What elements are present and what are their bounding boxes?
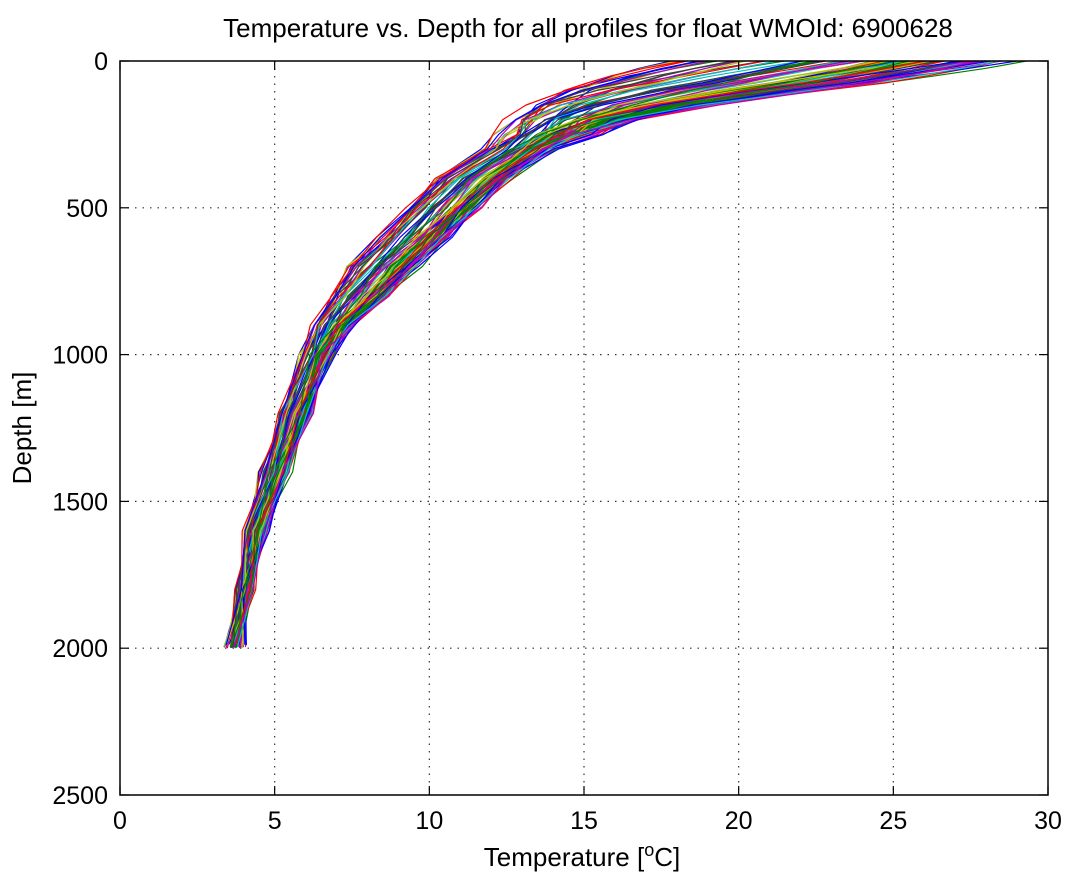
x-axis-label-superscript: o [644,840,654,860]
x-tick-label: 5 [268,807,282,835]
profile-lines [223,60,1027,649]
y-tick-label: 0 [94,48,108,76]
profile-line [233,60,959,647]
profile-line [236,60,1000,648]
profile-line [237,60,976,647]
profile-line [232,60,960,645]
profile-line [230,60,909,648]
y-axis-label: Depth [m] [7,372,37,485]
profile-line [231,60,766,648]
profile-line [232,60,738,648]
profile-line [242,60,986,646]
profile-line [238,60,970,649]
profile-line [242,60,969,646]
y-axis-tick-labels: 0 500 1000 1500 2000 2500 [52,48,108,810]
profile-line [240,60,970,646]
grid-lines [120,61,1048,795]
profile-line [231,60,855,646]
profile-line [225,60,688,649]
profile-line [234,60,946,645]
profile-line [225,60,698,646]
profile-line [231,60,825,648]
profile-line [233,60,930,646]
profile-line [236,60,982,646]
y-tick-label: 1000 [52,342,108,370]
profile-line [235,60,926,645]
profile-line [240,60,987,647]
profile-line [233,60,1001,646]
x-tick-label: 20 [725,807,753,835]
profile-line [234,60,936,645]
profile-line [241,60,919,646]
x-tick-label: 15 [570,807,598,835]
profile-line [226,60,710,649]
profile-line [239,60,888,646]
profile-line [240,60,966,647]
x-tick-label: 30 [1034,807,1062,835]
profile-line [234,60,938,646]
profile-line [230,60,817,647]
y-tick-label: 500 [66,195,108,223]
profile-line [236,60,967,646]
profile-line [239,60,984,648]
axis-ticks [119,60,1049,796]
profile-line [240,60,918,645]
profile-line [242,60,979,647]
x-axis-label-main: Temperature [ [484,842,645,872]
profile-line [239,60,986,645]
profile-line [232,60,956,645]
y-tick-label: 2000 [52,635,108,663]
profile-line [241,60,939,647]
profile-line [238,60,902,645]
x-tick-label: 25 [879,807,907,835]
profile-line [231,60,942,646]
profile-line [233,60,976,648]
profile-line [231,60,735,647]
profile-line [226,60,677,646]
profile-line [223,60,672,648]
x-axis-label: Temperature [oC] [484,840,680,872]
profile-line [243,60,992,645]
profile-line [240,60,925,646]
profile-line [236,60,966,646]
profile-line [232,60,930,648]
profile-line [231,60,778,646]
profile-line [234,60,975,647]
x-tick-label: 0 [113,807,127,835]
profile-line [240,60,939,646]
profile-line [238,60,964,646]
profile-line [244,60,1018,645]
profile-line [238,60,940,648]
y-tick-label: 1500 [52,488,108,516]
y-tick-label: 2500 [52,782,108,810]
x-axis-label-suffix: C] [654,842,680,872]
profile-line [236,60,979,645]
profile-line [235,60,923,645]
profile-line [235,60,986,647]
x-tick-label: 10 [415,807,443,835]
profile-line [235,60,825,644]
x-axis-tick-labels: 0 5 10 15 20 25 30 [113,807,1062,835]
profile-line [225,60,746,646]
profile-line [240,60,926,648]
profile-line [242,60,962,645]
chart-title: Temperature vs. Depth for all profiles f… [223,13,953,43]
